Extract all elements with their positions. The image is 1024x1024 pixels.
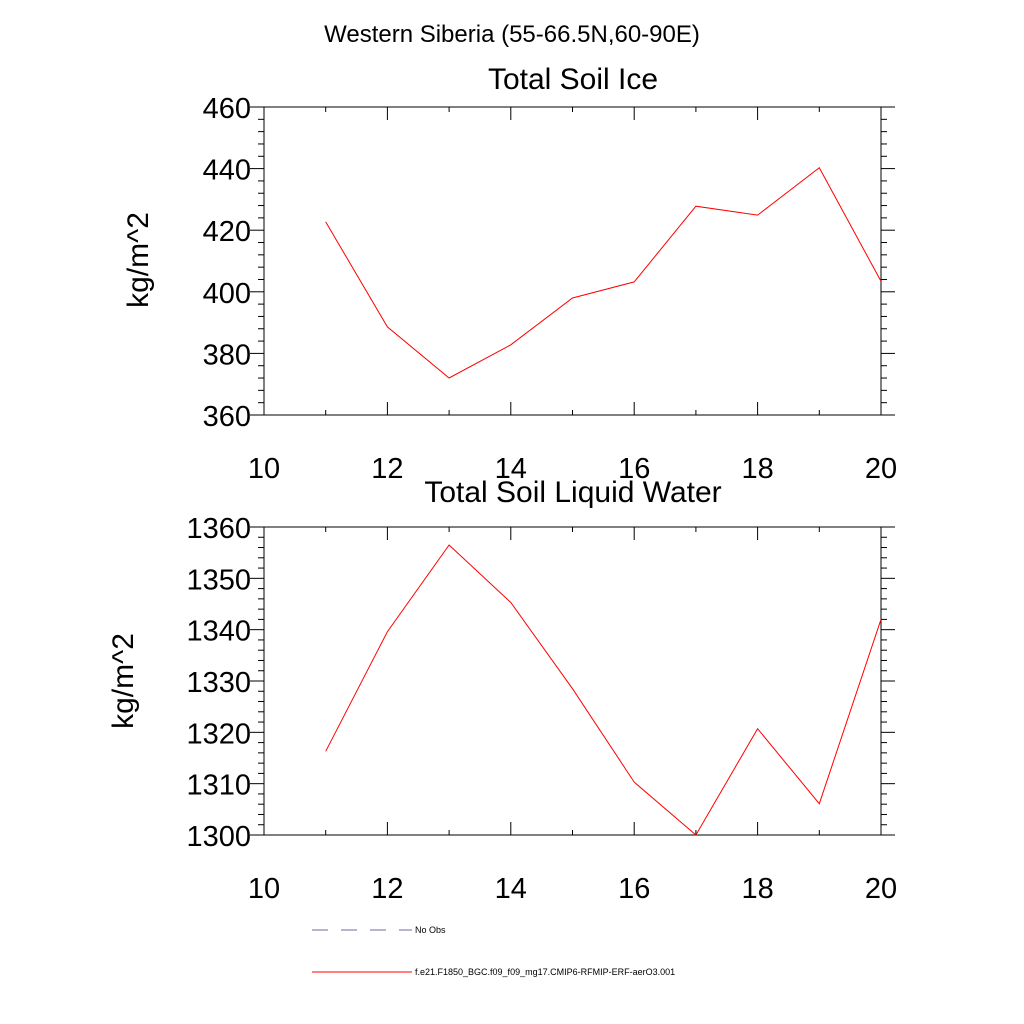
major-ticks: [250, 106, 895, 416]
minor-ticks: [258, 527, 887, 835]
series-group: [325, 544, 882, 836]
panel-title: Total Soil Liquid Water: [424, 476, 721, 509]
legend-label: No Obs: [415, 925, 446, 935]
legend-entry-no-obs: No Obs: [312, 925, 446, 935]
y-tick-label: 1310: [186, 770, 251, 802]
series-line: [325, 166, 882, 379]
x-tick-label: 12: [371, 873, 403, 905]
x-tick-label: 16: [618, 873, 650, 905]
x-tick-label: 12: [371, 453, 403, 485]
panel-total-soil-liquid-water: Total Soil Liquid Water kg/m^2 10 12 14 16 1…: [107, 476, 897, 905]
y-axis-label: kg/m^2: [122, 212, 155, 308]
legend-label: f.e21.F1850_BGC.f09_f09_mg17.CMIP6-RFMIP…: [415, 967, 675, 977]
y-tick-label: 1350: [186, 564, 251, 596]
x-tick-label: 10: [248, 453, 280, 485]
series-line: [325, 544, 882, 836]
x-tick-label: 20: [865, 873, 897, 905]
y-tick-label: 440: [203, 155, 251, 187]
y-tick-label: 420: [203, 216, 251, 248]
x-tick-label: 10: [248, 873, 280, 905]
y-tick-label: 1330: [186, 667, 251, 699]
legend: No Obs f.e21.F1850_BGC.f09_f09_mg17.CMIP…: [312, 925, 675, 977]
x-tick-label: 18: [741, 453, 773, 485]
legend-entry-model-run: f.e21.F1850_BGC.f09_f09_mg17.CMIP6-RFMIP…: [312, 967, 675, 977]
x-tick-label: 16: [618, 453, 650, 485]
y-tick-label: 380: [203, 339, 251, 371]
series-group: [325, 166, 882, 379]
x-tick-label: 18: [741, 873, 773, 905]
tick-labels: 10 12 14 16 18 20 360 380 400 420 440 460: [203, 93, 898, 485]
y-tick-label: 1340: [186, 616, 251, 648]
x-tick-label: 20: [865, 453, 897, 485]
y-tick-label: 1320: [186, 718, 251, 750]
minor-ticks: [258, 107, 887, 415]
panel-total-soil-ice: Total Soil Ice kg/m^2 10 12 14 16 18 20 360 380…: [122, 63, 897, 485]
y-tick-label: 1300: [186, 821, 251, 853]
panel-title: Total Soil Ice: [488, 63, 658, 96]
x-tick-label: 14: [495, 873, 527, 905]
tick-labels: 10 12 14 16 18 20 1300 1310 1320 1330 1340 1350 1360: [186, 513, 897, 905]
y-tick-label: 460: [203, 93, 251, 125]
x-tick-label: 14: [495, 453, 527, 485]
y-axis-label: kg/m^2: [107, 633, 140, 729]
y-tick-label: 400: [203, 278, 251, 310]
major-ticks: [250, 526, 895, 836]
figure-suptitle: Western Siberia (55-66.5N,60-90E): [324, 21, 700, 48]
y-tick-label: 360: [203, 401, 251, 433]
y-tick-label: 1360: [186, 513, 251, 545]
